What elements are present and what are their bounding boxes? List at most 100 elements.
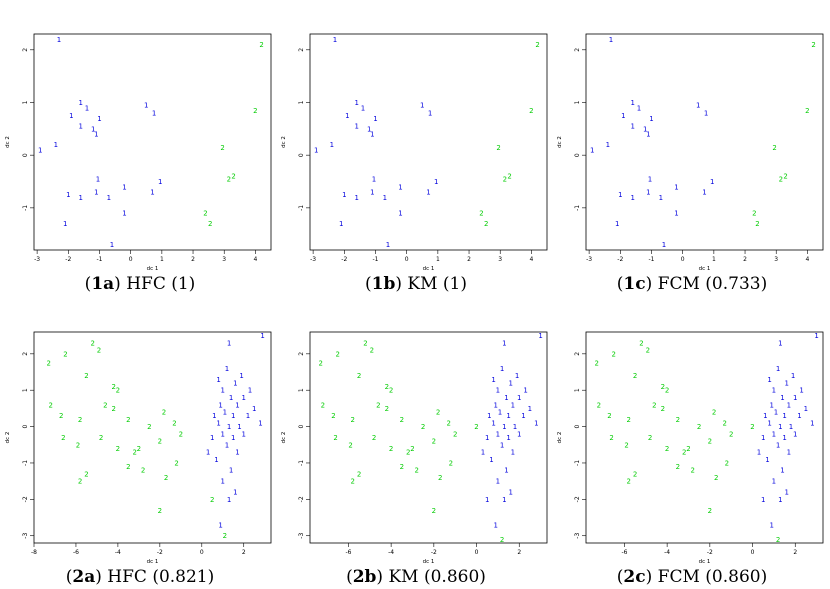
data-point-cluster-1: 1	[763, 412, 767, 420]
y-tick-label: -1	[298, 460, 305, 466]
data-point-cluster-1: 1	[481, 449, 485, 457]
data-point-cluster-1: 1	[504, 467, 508, 475]
data-point-cluster-2: 2	[665, 387, 669, 395]
y-tick-label: -1	[574, 205, 581, 211]
data-point-cluster-2: 2	[779, 175, 783, 183]
y-axis-label: dc 2	[5, 432, 11, 444]
data-point-cluster-1: 1	[521, 412, 525, 420]
data-point-cluster-2: 2	[438, 474, 442, 482]
data-point-cluster-2: 2	[372, 434, 376, 442]
data-point-cluster-2: 2	[350, 478, 354, 486]
data-point-cluster-1: 1	[79, 99, 83, 107]
plot-frame	[585, 331, 824, 544]
y-tick-label: 2	[298, 352, 305, 356]
data-point-cluster-2: 2	[111, 405, 115, 413]
data-point-cluster-2: 2	[174, 459, 178, 467]
data-point-cluster-1: 1	[784, 489, 788, 497]
data-point-cluster-1: 1	[615, 220, 619, 228]
data-point-cluster-2: 2	[624, 441, 628, 449]
data-point-cluster-2: 2	[350, 416, 354, 424]
data-point-cluster-2: 2	[776, 536, 780, 544]
data-point-cluster-2: 2	[406, 449, 410, 457]
data-point-cluster-1: 1	[373, 115, 377, 123]
data-point-cluster-1: 1	[646, 131, 650, 139]
data-point-cluster-1: 1	[225, 441, 229, 449]
x-tick-label: -2	[341, 256, 347, 263]
y-tick-label: 1	[574, 100, 581, 104]
data-point-cluster-2: 2	[432, 507, 436, 515]
data-point-cluster-1: 1	[789, 423, 793, 431]
y-tick-label: -1	[22, 205, 29, 211]
data-point-cluster-1: 1	[772, 478, 776, 486]
y-tick-label: -1	[574, 460, 581, 466]
data-point-cluster-1: 1	[791, 372, 795, 380]
data-point-cluster-2: 2	[449, 459, 453, 467]
data-point-cluster-2: 2	[725, 459, 729, 467]
data-point-cluster-1: 1	[57, 36, 61, 44]
data-point-cluster-2: 2	[111, 383, 115, 391]
data-point-cluster-1: 1	[774, 409, 778, 417]
caption-text-1b: KM (1)	[407, 274, 467, 294]
data-point-cluster-1: 1	[494, 401, 498, 409]
data-point-cluster-1: 1	[631, 99, 635, 107]
data-point-cluster-1: 1	[152, 110, 156, 118]
caption-text-2b: KM (0.860)	[388, 567, 486, 587]
x-tick-label: 0	[751, 549, 755, 556]
data-point-cluster-1: 1	[242, 394, 246, 402]
data-point-cluster-1: 1	[782, 434, 786, 442]
data-point-cluster-2: 2	[357, 470, 361, 478]
data-point-cluster-2: 2	[500, 536, 504, 544]
data-point-cluster-2: 2	[348, 441, 352, 449]
y-axis-label: dc 2	[5, 136, 11, 148]
data-point-cluster-2: 2	[84, 372, 88, 380]
data-point-cluster-1: 1	[434, 178, 438, 186]
x-tick-label: 4	[805, 256, 809, 263]
data-point-cluster-2: 2	[223, 532, 227, 540]
data-point-cluster-1: 1	[502, 339, 506, 347]
x-tick-label: -2	[617, 256, 623, 263]
data-point-cluster-2: 2	[99, 434, 103, 442]
data-point-cluster-1: 1	[485, 434, 489, 442]
data-point-cluster-2: 2	[132, 449, 136, 457]
data-point-cluster-1: 1	[776, 365, 780, 373]
y-tick-label: 1	[22, 388, 29, 392]
y-tick-label: 1	[298, 100, 305, 104]
data-point-cluster-2: 2	[172, 419, 176, 427]
data-point-cluster-1: 1	[508, 379, 512, 387]
data-point-cluster-1: 1	[248, 387, 252, 395]
data-point-cluster-1: 1	[776, 441, 780, 449]
data-point-cluster-2: 2	[385, 383, 389, 391]
data-point-cluster-1: 1	[515, 372, 519, 380]
caption-text-1c: FCM (0.733)	[657, 274, 768, 294]
x-tick-label: 0	[681, 256, 685, 263]
data-point-cluster-1: 1	[500, 441, 504, 449]
data-point-cluster-1: 1	[252, 405, 256, 413]
data-point-cluster-1: 1	[496, 478, 500, 486]
data-point-cluster-1: 1	[97, 115, 101, 123]
data-point-cluster-1: 1	[765, 456, 769, 464]
data-point-cluster-1: 1	[710, 178, 714, 186]
data-point-cluster-2: 2	[626, 478, 630, 486]
data-point-cluster-1: 1	[648, 175, 652, 183]
data-point-cluster-1: 1	[91, 125, 95, 133]
y-tick-label: 2	[574, 48, 581, 52]
data-point-cluster-1: 1	[767, 376, 771, 384]
data-point-cluster-2: 2	[729, 430, 733, 438]
data-point-cluster-1: 1	[631, 194, 635, 202]
data-point-cluster-1: 1	[511, 449, 515, 457]
data-point-cluster-2: 2	[179, 430, 183, 438]
data-point-cluster-1: 1	[517, 430, 521, 438]
data-point-cluster-1: 1	[704, 110, 708, 118]
plot-frame	[33, 331, 272, 544]
y-tick-label: -3	[574, 533, 581, 539]
data-point-cluster-2: 2	[137, 445, 141, 453]
data-point-cluster-2: 2	[410, 445, 414, 453]
data-point-cluster-2: 2	[164, 474, 168, 482]
data-point-cluster-1: 1	[528, 405, 532, 413]
data-point-cluster-1: 1	[221, 478, 225, 486]
data-point-cluster-1: 1	[590, 146, 594, 154]
